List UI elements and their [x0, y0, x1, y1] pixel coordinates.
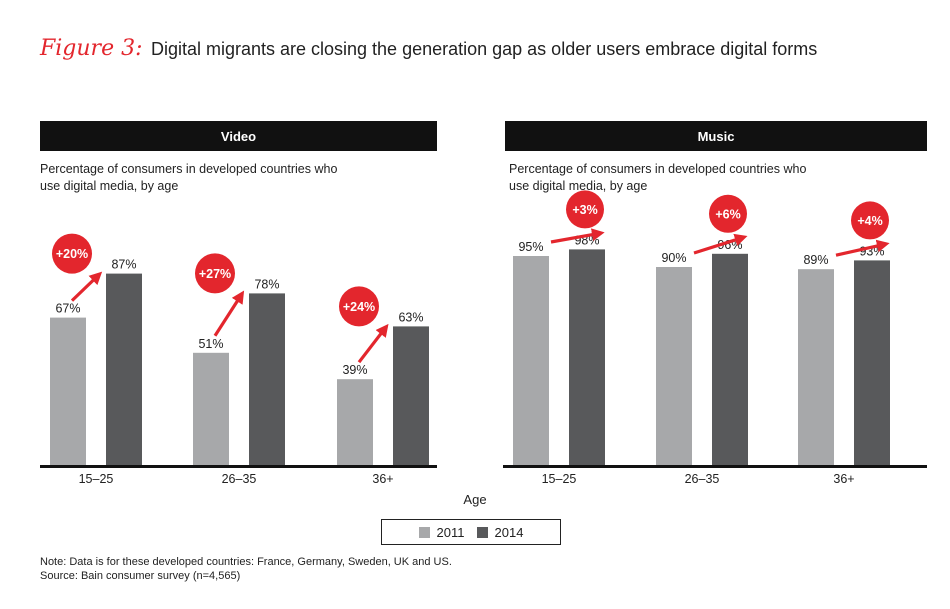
- video-bar-2014-0: [106, 273, 142, 465]
- video-subtitle: Percentage of consumers in developed cou…: [40, 162, 338, 193]
- video-label-2011-0: 67%: [55, 302, 80, 316]
- note-text: Note: Data is for these developed countr…: [40, 556, 452, 568]
- music-bar-2014-0: [569, 249, 605, 465]
- music-bar-2014-2: [854, 260, 890, 465]
- source-text: Source: Bain consumer survey (n=4,565): [40, 570, 241, 582]
- music-change-arrow-0: [550, 228, 605, 244]
- video-change-badge-1: [195, 253, 235, 294]
- legend-swatch-2011: [418, 526, 430, 538]
- video-bar-2011-1: [193, 352, 229, 465]
- video-bar-2011-2: [337, 379, 373, 465]
- music-change-arrow-2: [835, 239, 890, 257]
- music-category-0: 15–25: [542, 472, 577, 486]
- music-subtitle: Percentage of consumers in developed cou…: [509, 162, 807, 193]
- footnote: Note: Data is for these developed countr…: [40, 555, 452, 583]
- legend-swatch-2014: [476, 526, 488, 538]
- video-change-label-1: +27%: [199, 267, 231, 281]
- music-label-2011-0: 95%: [518, 240, 543, 254]
- music-change-label-2: +4%: [857, 214, 882, 228]
- video-bar-2014-1: [249, 293, 285, 465]
- video-change-arrow-0: [70, 271, 103, 302]
- music-bar-2011-2: [798, 269, 834, 465]
- video-label-2011-2: 39%: [342, 363, 367, 377]
- video-panel-header: Video: [40, 121, 437, 151]
- video-label-2014-0: 87%: [111, 258, 136, 272]
- video-change-badge-2: [339, 286, 379, 327]
- video-change-badge-0: [52, 233, 92, 274]
- x-axis-title: Age: [463, 492, 487, 507]
- figure-title: Digital migrants are closing the generat…: [150, 39, 818, 59]
- music-change-arrow-1: [693, 233, 748, 255]
- legend-item-2011: 2011: [418, 524, 465, 540]
- music-label-2011-1: 90%: [661, 251, 686, 265]
- video-bar-2011-0: [50, 317, 86, 465]
- music-change-badge-1: [709, 194, 747, 233]
- figure-title-row: Figure 3: Digital migrants are closing t…: [40, 36, 817, 61]
- music-change-badge-0: [566, 190, 604, 229]
- video-bar-2014-2: [393, 326, 429, 465]
- music-bar-2011-1: [656, 267, 692, 465]
- legend: 2011 2014: [381, 519, 561, 545]
- video-change-label-2: +24%: [343, 300, 375, 314]
- video-category-2: 36+: [372, 472, 393, 486]
- video-change-arrow-1: [213, 290, 245, 337]
- music-bar-2011-0: [513, 256, 549, 465]
- legend-item-2014: 2014: [476, 524, 524, 540]
- video-label-2014-1: 78%: [254, 277, 279, 291]
- video-change-label-0: +20%: [56, 247, 88, 261]
- video-category-0: 15–25: [79, 472, 114, 486]
- music-panel-header: Music: [505, 121, 927, 151]
- music-change-label-1: +6%: [715, 207, 740, 221]
- figure-label: Figure 3:: [40, 36, 143, 61]
- music-category-2: 36+: [833, 472, 854, 486]
- video-label-2014-2: 63%: [398, 310, 423, 324]
- music-change-label-0: +3%: [572, 203, 597, 217]
- music-change-badge-2: [851, 201, 889, 240]
- video-category-1: 26–35: [222, 472, 257, 486]
- video-label-2011-1: 51%: [198, 337, 223, 351]
- legend-label-2014: 2014: [494, 524, 524, 540]
- legend-label-2011: 2011: [436, 524, 465, 540]
- music-category-1: 26–35: [685, 472, 720, 486]
- video-change-arrow-2: [357, 323, 389, 364]
- music-bar-2014-1: [712, 253, 748, 465]
- music-label-2011-2: 89%: [803, 253, 828, 267]
